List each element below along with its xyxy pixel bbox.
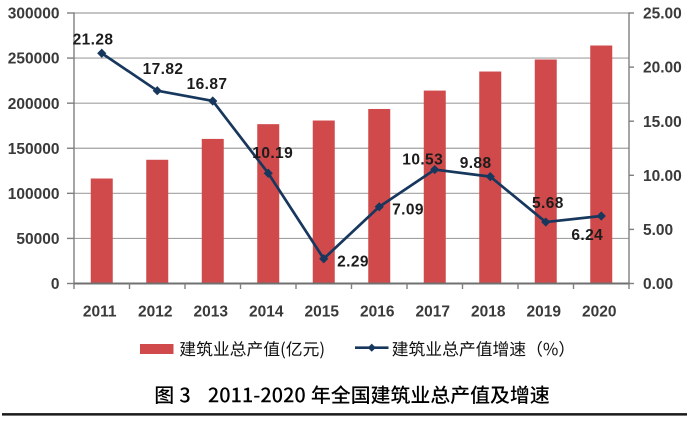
svg-text:10.00: 10.00 [643,168,682,185]
svg-text:2017: 2017 [416,304,450,321]
svg-text:10.53: 10.53 [402,152,443,169]
svg-text:15.00: 15.00 [643,114,682,131]
svg-text:2015: 2015 [305,304,340,321]
svg-text:200000: 200000 [8,96,60,113]
svg-text:7.09: 7.09 [392,201,424,218]
svg-text:50000: 50000 [16,231,59,248]
svg-text:9.88: 9.88 [460,155,492,172]
svg-text:5.00: 5.00 [643,222,673,239]
svg-text:10.19: 10.19 [252,145,293,162]
svg-text:150000: 150000 [8,141,60,158]
svg-text:2018: 2018 [471,304,506,321]
svg-text:25.00: 25.00 [643,6,682,23]
svg-text:2014: 2014 [249,304,284,321]
svg-text:20.00: 20.00 [643,60,682,77]
svg-text:5.68: 5.68 [532,195,564,212]
svg-text:0.00: 0.00 [643,276,673,293]
svg-text:250000: 250000 [8,51,60,68]
svg-text:2019: 2019 [527,304,562,321]
svg-text:300000: 300000 [8,6,60,23]
svg-text:17.82: 17.82 [143,61,184,78]
svg-text:0: 0 [51,276,60,293]
svg-text:16.87: 16.87 [187,76,228,93]
svg-text:2020: 2020 [582,304,616,321]
svg-text:2011: 2011 [83,304,117,321]
svg-text:2012: 2012 [138,304,172,321]
svg-text:2016: 2016 [360,304,395,321]
svg-text:2.29: 2.29 [337,253,369,270]
svg-text:6.24: 6.24 [571,227,603,244]
svg-text:100000: 100000 [8,186,60,203]
svg-text:2013: 2013 [194,304,229,321]
svg-text:21.28: 21.28 [73,32,114,49]
